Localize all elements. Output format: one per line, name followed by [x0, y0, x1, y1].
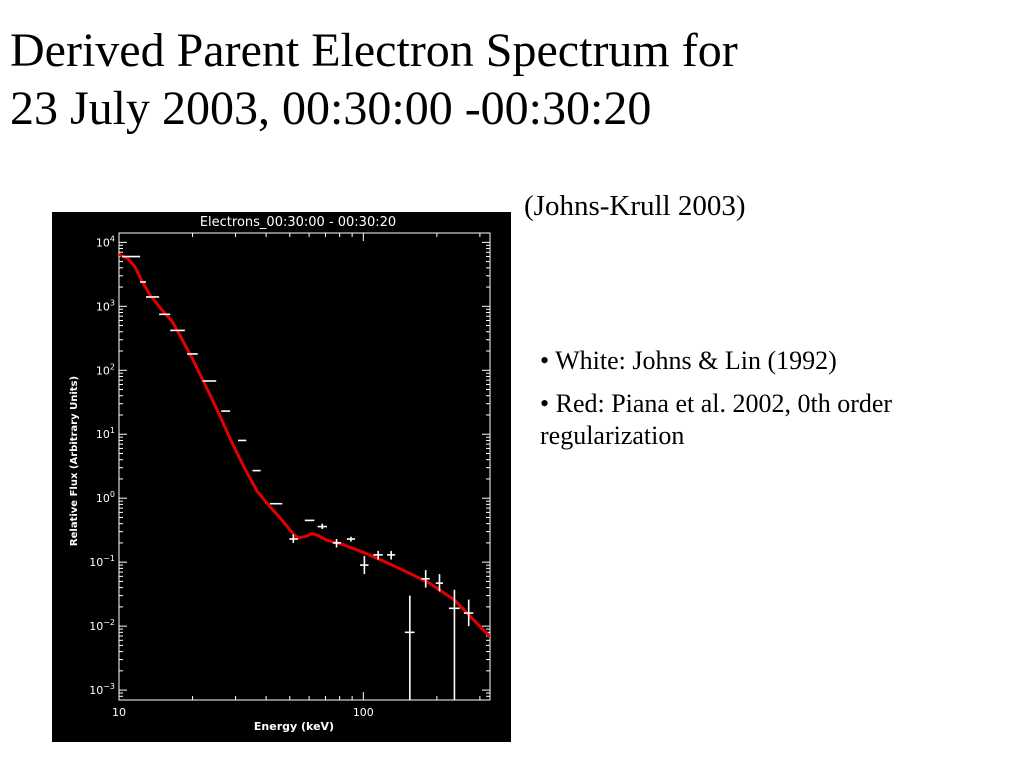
x-axis-label: Energy (keV) [254, 720, 334, 733]
y-axis-label: Relative Flux (Arbitrary Units) [69, 376, 80, 546]
y-tick-label-base: 10 [96, 492, 110, 505]
citation: (Johns-Krull 2003) [524, 190, 746, 222]
y-tick-label-exponent: −3 [103, 682, 115, 691]
y-tick-label-exponent: 4 [110, 234, 115, 243]
white-data-point [435, 574, 444, 592]
white-data-point [404, 595, 415, 700]
white-data-point [289, 534, 298, 543]
y-tick-label: 102 [96, 362, 115, 377]
y-tick-label-exponent: 2 [110, 362, 115, 371]
legend-bullets: • White: Johns & Lin (1992) • Red: Piana… [540, 345, 1015, 463]
white-data-point [317, 523, 327, 529]
y-tick-label-exponent: 0 [110, 490, 115, 499]
y-tick-label-base: 10 [89, 620, 103, 633]
white-data-point [373, 550, 383, 560]
white-data-point [463, 599, 474, 627]
y-tick-label-base: 10 [96, 300, 110, 313]
y-tick-label-exponent: 3 [110, 298, 115, 307]
y-tick-label-exponent: 1 [110, 426, 115, 435]
y-tick-label-base: 10 [96, 236, 110, 249]
slide-title: Derived Parent Electron Spectrum for 23 … [10, 22, 1010, 138]
red-series-line [119, 252, 490, 638]
y-tick-label-base: 10 [96, 364, 110, 377]
slide-title-line-1: Derived Parent Electron Spectrum for [10, 24, 738, 77]
spectrum-chart: 104 103 102 101 100 10−1 10−2 10−3 10 100 Electro… [52, 212, 511, 742]
y-tick-label: 10−3 [89, 682, 115, 697]
plot-frame [118, 232, 491, 701]
x-tick-label: 100 [353, 706, 374, 719]
y-tick-label: 10−1 [89, 554, 115, 569]
y-tick-label-base: 10 [89, 684, 103, 697]
y-tick-label-base: 10 [96, 428, 110, 441]
chart-title: Electrons_00:30:00 - 00:30:20 [200, 215, 396, 230]
y-tick-label: 100 [96, 490, 115, 505]
white-data-point [332, 539, 341, 548]
slide-title-line-2: 23 July 2003, 00:30:00 -00:30:20 [10, 82, 652, 135]
y-tick-label-base: 10 [89, 556, 103, 569]
white-data-point [346, 536, 356, 542]
y-tick-label-exponent: −1 [103, 554, 115, 563]
x-tick-label: 10 [112, 706, 126, 719]
y-tick-label: 104 [96, 234, 115, 249]
bullet-white-series: • White: Johns & Lin (1992) [540, 346, 837, 375]
white-data-point [386, 550, 396, 560]
bullet-red-series: • Red: Piana et al. 2002, 0th order regu… [540, 389, 893, 450]
white-data-point [448, 589, 460, 700]
white-data-point [360, 555, 369, 575]
y-tick-label-exponent: −2 [103, 618, 115, 627]
y-tick-label: 103 [96, 298, 115, 313]
white-data-point [421, 570, 430, 588]
y-tick-label: 10−2 [89, 618, 115, 633]
y-tick-label: 101 [96, 426, 115, 441]
plot-background [52, 212, 511, 742]
